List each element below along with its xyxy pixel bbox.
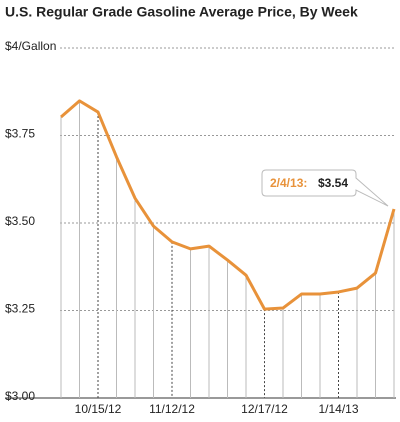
- line: [60, 99, 396, 311]
- x-tick-label: 11/12/12: [149, 402, 195, 416]
- annotation-value: $3.54: [318, 176, 348, 190]
- y-tick-label: $3.75: [5, 127, 35, 141]
- x-tick-label: 10/15/12: [75, 402, 122, 416]
- y-tick-label: $3.25: [5, 302, 35, 316]
- chart-title: U.S. Regular Grade Gasoline Average Pric…: [5, 4, 358, 20]
- annotation-label: 2/4/13:: [270, 176, 307, 190]
- x-tick-label: 1/14/13: [318, 402, 358, 416]
- y-tick-label: $3.00: [5, 389, 35, 403]
- callout-box: [261, 169, 389, 207]
- x-tick-label: 12/17/12: [241, 402, 288, 416]
- y-tick-label: $4/Gallon: [5, 39, 56, 53]
- y-tick-label: $3.50: [5, 214, 35, 228]
- callout: 2/4/13: $3.54: [261, 169, 389, 207]
